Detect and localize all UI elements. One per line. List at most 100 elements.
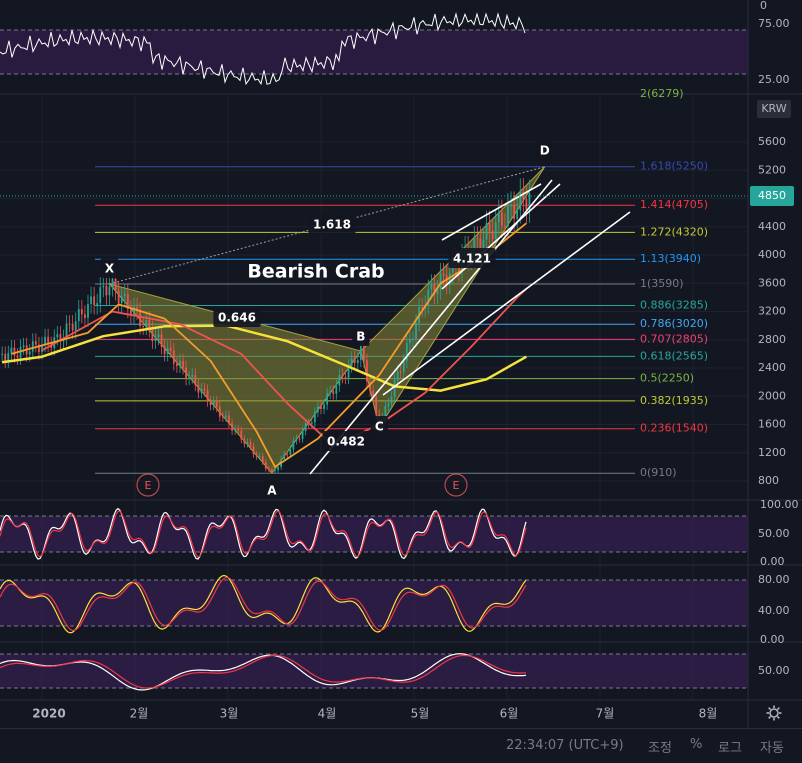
candle-body [442,273,445,276]
candle-body [283,454,286,459]
candle-body [366,360,368,382]
channel-line-lower [441,183,561,290]
fib-level-label: 0.786(3020) [640,317,708,330]
fib-level-label: 1.618(5250) [640,160,708,173]
candle-body [320,406,322,410]
candle-body [108,286,111,296]
candle-body [41,344,43,353]
candle-body [123,294,126,297]
fib-level-label: 0.707(2805) [640,332,708,345]
gear-tooth [776,715,780,719]
candle-body [203,388,206,391]
candle-body [34,341,37,345]
candle-body [329,391,332,394]
candle-body [507,206,509,227]
rsi-top-tick: 25.00 [758,73,790,86]
candle-body [117,290,120,304]
candle-body [139,311,142,327]
point-a-label-bg [263,480,281,500]
point-c-label-bg [370,416,388,436]
earnings-marker [136,473,160,497]
candle-body [528,193,531,210]
candle-body [154,337,157,342]
fib-level-label: 0.236(1540) [640,422,708,435]
candle-body [439,273,442,290]
candle-body [77,309,80,322]
point-x-label: X [105,262,115,276]
point-a-label: A [267,484,277,498]
macd-signal-line [0,654,526,689]
candle-body [84,314,86,318]
price-tick-label: 3600 [758,276,786,289]
gear-ring [769,708,779,718]
candle-body [427,289,430,305]
candle-body [341,375,344,377]
candle-body [114,278,117,291]
candle-body [497,212,500,223]
candle-body [172,350,175,364]
candle-body [200,388,203,393]
auto-button[interactable]: 자동 [760,741,784,756]
ratio-abc-label: 0.482 [327,435,365,449]
price-tick-label: 800 [758,474,779,487]
chart-canvas[interactable]: 1.618(5250) 1.414(4705) 1.272(4320) 1.13(39… [0,0,802,728]
candle-body [301,431,304,439]
candle-body [99,287,102,304]
price-tick-label: 1600 [758,418,786,431]
candle-body [191,374,194,378]
candle-body [221,416,224,418]
bottom-toolbar: 22:34:07 (UTC+9) 조정 % 로그 자동 [0,728,802,763]
pair-badge-bg [757,100,791,118]
candle-body [335,385,338,394]
candle-body [494,222,497,239]
candle-body [56,334,59,338]
candle-body [353,358,356,364]
candle-body [313,412,316,423]
point-b-label-bg [352,326,370,346]
candle-body [363,346,365,361]
time-axis-label: 2020 [32,707,65,721]
adjust-button[interactable]: 조정 [648,741,672,756]
candle-body [332,391,335,394]
candle-body [44,336,46,345]
channel-line-upper [441,183,542,241]
candle-body [274,469,276,472]
candle-body [347,365,350,378]
candle-body [185,367,187,379]
log-button[interactable]: 로그 [718,741,742,756]
candle-body [479,238,482,250]
candle-body [87,304,89,318]
candle-body [194,374,197,385]
price-tick-label: 2800 [758,333,786,346]
earnings-marker-label: E [453,479,460,492]
candle-body [264,462,267,469]
candle-body [96,303,99,306]
candle-body [212,401,215,406]
candle-body [1,353,4,355]
candle-body [323,404,325,410]
candle-body [396,371,399,381]
rsi-top-tick: 75.00 [758,17,790,30]
candle-body [271,469,273,472]
stoch-rsi-tick: 0.00 [760,555,785,568]
candle-body [65,323,68,338]
ma-yellow-line [1,324,528,392]
point-d-label: D [540,144,550,158]
candle-body [142,326,145,328]
stoch-tick: 40.00 [758,604,790,617]
candle-body [384,405,387,418]
candle-body [522,192,525,199]
percent-button[interactable]: % [690,737,703,752]
gear-tooth [776,707,780,711]
candle-body [38,344,40,353]
candle-body [372,390,375,398]
settings-gear-icon[interactable] [766,705,782,721]
price-tick-label: 2400 [758,361,786,374]
candle-body [421,307,424,309]
fib-level-label: 1(3590) [640,277,684,290]
candle-body [402,360,405,372]
candle-body [179,360,181,366]
stoch-rsi-tick: 50.00 [758,527,790,540]
gear-tooth [768,707,772,711]
